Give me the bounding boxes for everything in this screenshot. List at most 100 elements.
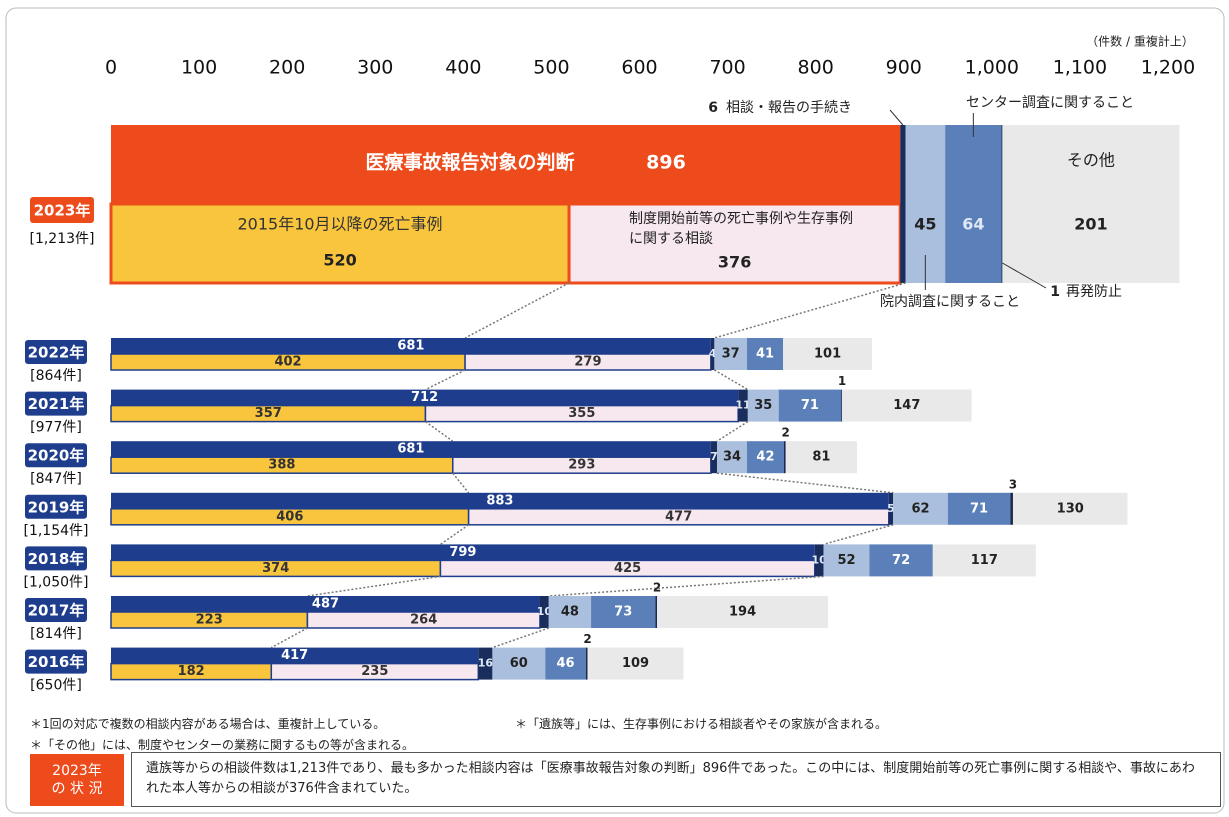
bar-segment xyxy=(585,647,588,680)
x-tick-label: 1,100 xyxy=(1053,57,1107,79)
value-label: 477 xyxy=(665,509,692,524)
bar-part xyxy=(109,202,571,285)
connector xyxy=(716,420,749,442)
value-label: 223 xyxy=(196,613,223,628)
summary-label: 2023年 の 状 況 xyxy=(30,754,124,806)
value-label: 41 xyxy=(756,347,774,362)
series-name: その他 xyxy=(1067,151,1115,170)
bar-segment xyxy=(591,596,656,628)
value-label: 5 xyxy=(887,502,895,515)
value-label: 896 xyxy=(646,152,686,174)
bar-segment xyxy=(869,544,933,577)
connector xyxy=(492,627,550,649)
bar-segment xyxy=(548,596,592,628)
bar-segment xyxy=(1002,125,1180,283)
value-label: 520 xyxy=(323,251,356,270)
bar-segment xyxy=(710,441,718,474)
value-label: 71 xyxy=(970,501,988,516)
bar-total xyxy=(111,338,711,354)
connector xyxy=(425,369,466,391)
connector xyxy=(548,575,824,597)
bar-segment xyxy=(842,389,972,422)
leader xyxy=(889,109,904,126)
bar-segment xyxy=(478,647,493,680)
bar-total xyxy=(111,647,479,664)
bar-segment xyxy=(778,389,842,422)
value-label: 681 xyxy=(397,339,424,354)
bar-segment xyxy=(783,441,786,474)
category-label: 2017年 xyxy=(28,602,85,620)
value-label: 681 xyxy=(397,442,424,457)
bar-segment xyxy=(893,492,948,525)
connector xyxy=(713,369,749,391)
connector xyxy=(307,575,441,597)
value-label: 52 xyxy=(837,553,855,568)
value-label: 1 xyxy=(838,374,846,388)
value-label: 3 xyxy=(1009,477,1017,491)
bar-segment xyxy=(587,647,684,680)
value-label: 355 xyxy=(568,406,595,421)
series-name: 制度開始前等の死亡事例や生存事例に関する相談 xyxy=(629,211,854,247)
bar-segment xyxy=(785,441,858,474)
bar-total xyxy=(111,441,711,458)
x-tick-label: 600 xyxy=(621,57,657,79)
value-label: 883 xyxy=(486,493,513,508)
summary-label-line: の 状 況 xyxy=(51,781,103,797)
value-label: 16 xyxy=(478,657,494,670)
x-tick-label: 700 xyxy=(709,57,745,79)
legend-entry: 院内調査に関すること xyxy=(880,294,1020,310)
bar-segment xyxy=(655,596,658,628)
bar-total xyxy=(111,596,540,612)
legend-entry: センター調査に関すること xyxy=(966,95,1134,111)
bar-total xyxy=(111,125,901,204)
x-tick-label: 200 xyxy=(269,57,305,79)
bar-segment xyxy=(900,125,906,283)
bar-segment xyxy=(1001,125,1003,283)
value-label: 73 xyxy=(614,605,632,620)
bar-segment xyxy=(710,338,715,370)
legend-entry: 再発防止 xyxy=(1066,284,1122,300)
bar-segment xyxy=(947,492,1011,525)
category-label: 2018年 xyxy=(28,550,85,568)
year-badge xyxy=(25,546,87,571)
connector xyxy=(440,524,470,546)
value-label: 45 xyxy=(914,215,936,234)
value-label: 712 xyxy=(411,390,438,405)
value-label: 264 xyxy=(410,613,437,628)
bar-total xyxy=(111,492,889,509)
x-tick-label: 900 xyxy=(886,57,922,79)
connector xyxy=(716,472,894,494)
series-name: 医療事故報告対象の判断 xyxy=(365,151,574,174)
category-label: 2016年 xyxy=(28,653,85,671)
connector xyxy=(714,282,906,339)
value-label: 48 xyxy=(561,605,579,620)
bar-segment xyxy=(841,389,843,422)
bar-segment xyxy=(714,338,747,370)
bar-segment xyxy=(717,441,747,474)
value-label: 4 xyxy=(709,347,717,360)
legend-value: 6 xyxy=(708,100,718,116)
bar-segment xyxy=(814,544,824,577)
note: ＊1回の対応で複数の相談内容がある場合は、重複計上している。 xyxy=(30,717,386,731)
value-label: 10 xyxy=(537,605,553,618)
category-label: 2019年 xyxy=(28,498,85,516)
value-label: 117 xyxy=(971,553,998,568)
value-label: 402 xyxy=(274,355,301,370)
year-badge xyxy=(25,443,87,468)
bar-segment xyxy=(945,125,1002,283)
year-badge xyxy=(25,649,87,674)
value-label: 374 xyxy=(262,561,289,576)
bar-segment xyxy=(747,389,779,422)
value-label: 799 xyxy=(449,545,476,560)
value-label: 182 xyxy=(178,664,205,679)
connector xyxy=(464,282,570,339)
x-tick-label: 800 xyxy=(798,57,834,79)
value-label: 71 xyxy=(801,398,819,413)
x-tick-label: 1,200 xyxy=(1141,57,1195,79)
bar-segment xyxy=(783,338,873,370)
value-label: 11 xyxy=(735,399,750,412)
value-label: 388 xyxy=(268,458,295,473)
count-label: [864件] xyxy=(30,368,82,384)
value-label: 37 xyxy=(722,347,740,362)
